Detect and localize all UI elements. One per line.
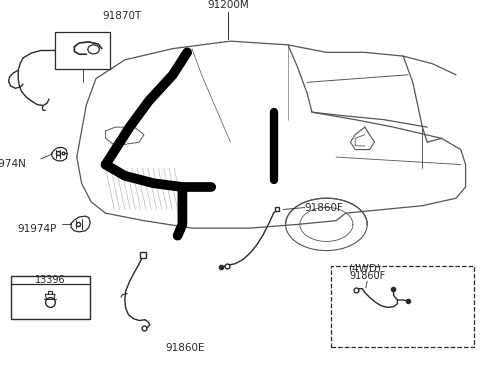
Text: 91860F: 91860F <box>349 271 385 281</box>
Bar <box>11 276 90 319</box>
Text: 91870T: 91870T <box>103 10 142 21</box>
Text: 91860F: 91860F <box>305 203 344 212</box>
Text: 91974N: 91974N <box>0 159 26 169</box>
Text: 91860E: 91860E <box>165 343 204 353</box>
Text: 91974P: 91974P <box>17 224 57 234</box>
Bar <box>55 32 110 69</box>
Text: 13396: 13396 <box>35 275 65 285</box>
Bar <box>331 266 474 347</box>
Text: (4WD): (4WD) <box>348 264 381 274</box>
Text: 91200M: 91200M <box>207 0 249 10</box>
